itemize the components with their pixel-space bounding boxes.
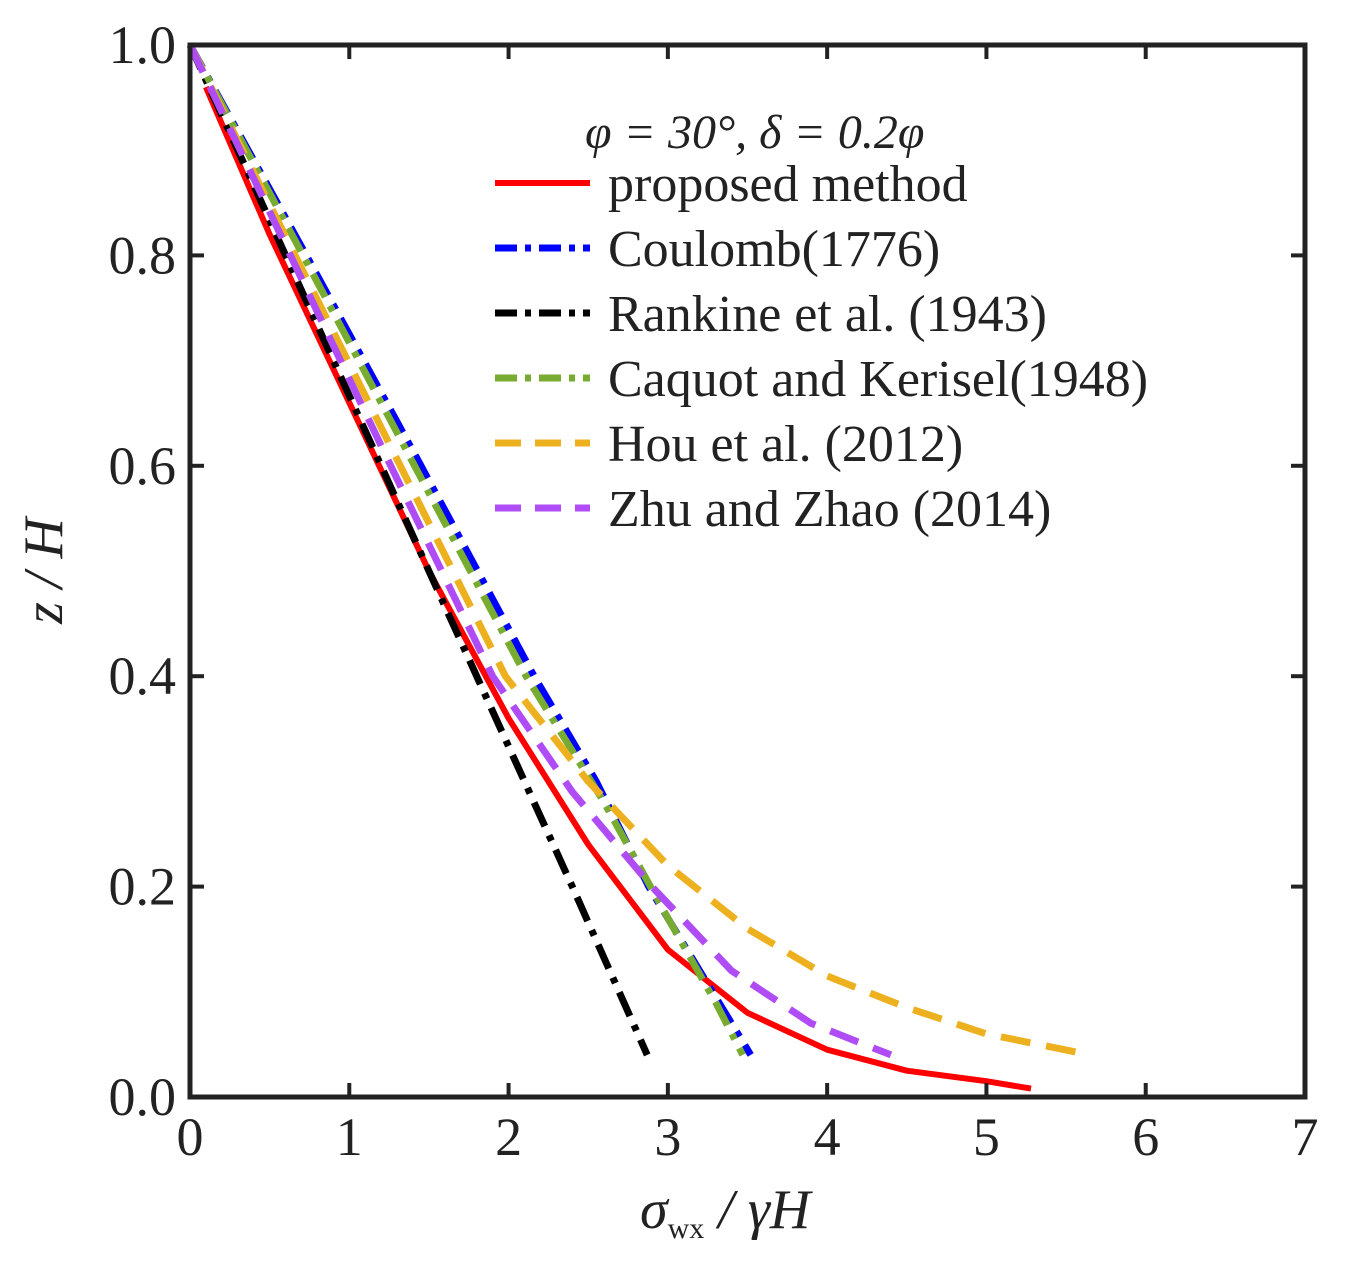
series-line-1 [203, 85, 1032, 1092]
x-tick-label-1: 1 [336, 1107, 363, 1167]
x-tick-label-0: 0 [177, 1107, 204, 1167]
x-tick-label-2: 2 [495, 1107, 522, 1167]
y-tick-label-5: 1.0 [109, 15, 177, 75]
x-tick-label-7: 7 [1292, 1107, 1319, 1167]
y-axis-label: z / H [13, 516, 75, 625]
y-tick-label-2: 0.4 [109, 646, 177, 706]
y-tick-label-4: 0.8 [109, 225, 177, 285]
series-line-3 [186, 43, 651, 1057]
series-line-4 [186, 43, 746, 1057]
x-tick-label-4: 4 [814, 1107, 841, 1167]
legend-label-4: Caquot and Kerisel(1948) [608, 351, 1148, 408]
series-line-5 [186, 43, 1091, 1059]
y-tick-label-3: 0.6 [109, 436, 177, 496]
legend-label-5: Hou et al. (2012) [608, 416, 963, 473]
legend-label-2: Coulomb(1776) [608, 221, 940, 278]
legend-label-3: Rankine et al. (1943) [608, 286, 1047, 343]
legend-title: φ = 30°, δ = 0.2φ [585, 106, 924, 159]
x-tick-label-6: 6 [1132, 1107, 1159, 1167]
x-axis-label: σwx / γH [640, 1179, 813, 1245]
y-tick-label-1: 0.2 [109, 857, 177, 917]
x-tick-label-5: 5 [973, 1107, 1000, 1167]
legend-label-6: Zhu and Zhao (2014) [608, 481, 1051, 538]
plot-frame [187, 42, 1308, 1100]
series-line-6 [186, 43, 893, 1059]
legend-label-1: proposed method [608, 156, 968, 213]
y-tick-label-0: 0.0 [109, 1067, 177, 1127]
x-tick-label-3: 3 [654, 1107, 681, 1167]
